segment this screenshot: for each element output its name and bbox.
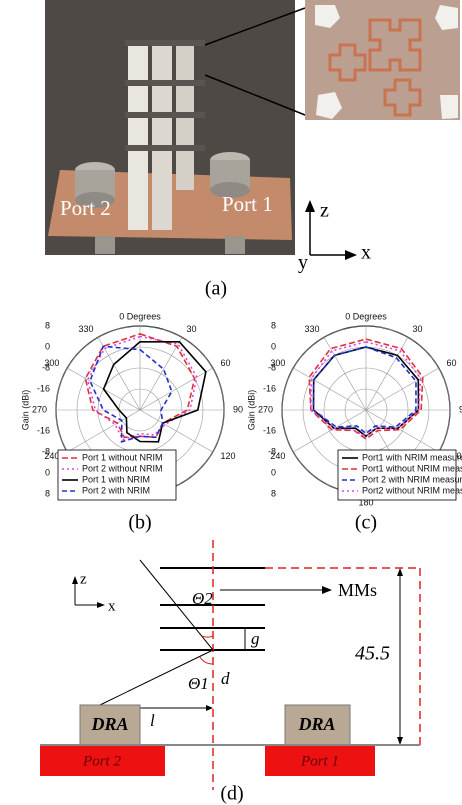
- legend-label: Port 2 without NRIM: [82, 463, 163, 473]
- theta-tick-label: 30: [413, 324, 423, 334]
- theta-tick-label: 60: [221, 358, 231, 368]
- legend-box: [57, 449, 177, 501]
- axis-label: z: [320, 200, 329, 222]
- grid-spoke: [365, 367, 439, 411]
- diagram: [40, 540, 421, 790]
- r-tick-label: -16: [37, 383, 50, 393]
- r-tick-label: 0: [271, 341, 276, 351]
- r-tick-label: -8: [42, 362, 50, 372]
- caption: (c): [355, 512, 377, 534]
- label: Θ1: [188, 674, 209, 693]
- theta-tick-label: 90: [233, 404, 243, 414]
- legend-label: Port 2 with NRIM: [82, 485, 150, 495]
- theta-tick-label: 300: [270, 358, 285, 368]
- port-label: Port 2: [60, 196, 111, 220]
- grid-spoke: [67, 409, 141, 453]
- grid-spoke: [97, 337, 141, 411]
- r-tick-label: -8: [268, 362, 276, 372]
- theta-tick-label: 300: [44, 358, 59, 368]
- grid-spoke: [139, 367, 213, 411]
- legend-label: Port 1 with NRIM: [82, 474, 150, 484]
- legend-label: Port 2 with NRIM measured: [362, 474, 462, 484]
- label: l: [150, 711, 155, 730]
- axis-label: y: [298, 252, 308, 274]
- gain-curve: [308, 338, 424, 440]
- label: DRA: [90, 714, 128, 734]
- grid-spoke: [139, 337, 183, 411]
- theta-tick-label: 90: [459, 404, 462, 414]
- r-tick-label: 8: [45, 320, 50, 330]
- theta-tick-label: 120: [221, 451, 236, 461]
- gain-curve: [86, 335, 198, 441]
- label: Port 2: [82, 753, 121, 769]
- theta-tick-label: 240: [44, 451, 59, 461]
- axis-label: x: [108, 598, 116, 614]
- label: g: [251, 629, 260, 648]
- label: Port 1: [300, 753, 339, 769]
- gain-curve: [312, 346, 417, 435]
- r-tick-label: -16: [263, 383, 276, 393]
- grid-spoke: [139, 409, 213, 453]
- theta-tick-label: 0 Degrees: [345, 311, 387, 321]
- gain-curve: [102, 341, 207, 443]
- r-tick-label: -8: [268, 446, 276, 456]
- legend-label: Port1 without NRIM measured: [362, 463, 462, 473]
- theta-tick-label: 180: [358, 497, 373, 507]
- r-tick-label: -16: [37, 425, 50, 435]
- legend-label: Port1 with NRIM measured: [362, 452, 462, 462]
- r-tick-label: 0: [45, 341, 50, 351]
- r-tick-label: 8: [45, 488, 50, 498]
- axis-label: x: [361, 242, 371, 264]
- r-tick-label: -16: [263, 425, 276, 435]
- theta-tick-label: 30: [187, 324, 197, 334]
- legend-label: Port2 without NRIM measured: [362, 485, 462, 495]
- grid-spoke: [323, 337, 367, 411]
- theta-tick-label: 240: [270, 451, 285, 461]
- grid-spoke: [293, 367, 367, 411]
- label: DRA: [297, 714, 335, 734]
- theta-tick-label: 270: [258, 404, 273, 414]
- grid-spoke: [293, 409, 367, 453]
- photo: [45, 0, 460, 260]
- caption: (b): [128, 512, 151, 534]
- axis-label: z: [80, 571, 87, 587]
- legend-label: Port 1 without NRIM: [82, 452, 163, 462]
- port-label: Port 1: [222, 192, 273, 216]
- theta-tick-label: 330: [304, 324, 319, 334]
- grid-spoke: [365, 409, 439, 453]
- theta-tick-label: 0 Degrees: [119, 311, 161, 321]
- theta-tick-label: 60: [447, 358, 457, 368]
- r-tick-label: 8: [271, 488, 276, 498]
- theta-tick-label: 330: [78, 324, 93, 334]
- axis-title: Gain (dBi): [20, 390, 30, 431]
- r-tick-label: 0: [45, 467, 50, 477]
- caption: (d): [220, 783, 243, 805]
- theta-tick-label: 270: [32, 404, 47, 414]
- label: Θ2: [192, 589, 213, 608]
- label: MMs: [338, 580, 377, 600]
- label: 45.5: [355, 643, 390, 665]
- r-tick-label: 8: [271, 320, 276, 330]
- gain-curve: [89, 345, 173, 443]
- label: d: [221, 669, 230, 688]
- axis-title: Gain (dBi): [246, 390, 256, 431]
- r-tick-label: 0: [271, 467, 276, 477]
- r-tick-label: -8: [42, 446, 50, 456]
- caption: (a): [205, 278, 227, 300]
